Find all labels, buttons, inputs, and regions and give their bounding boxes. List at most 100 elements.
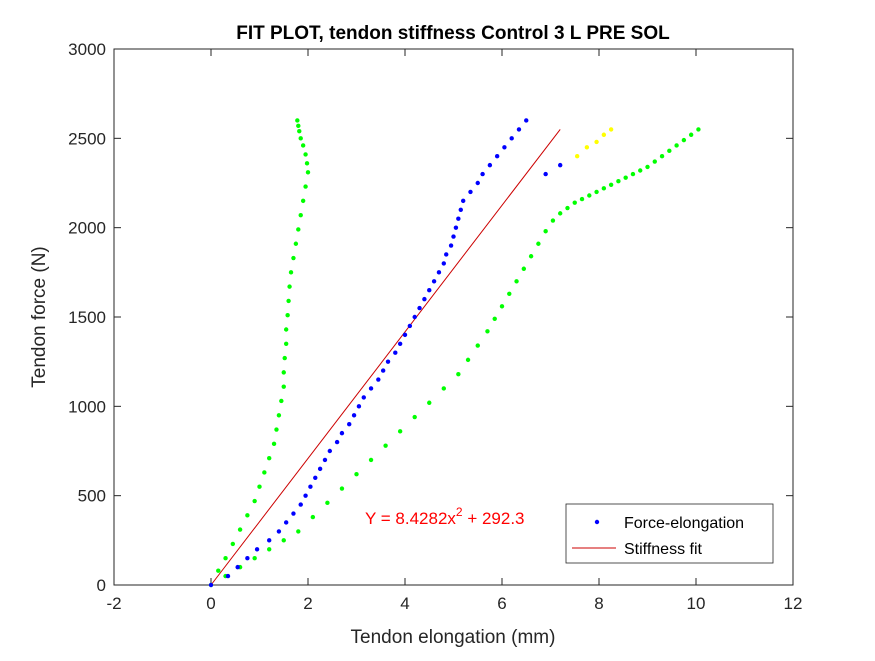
data-point: [422, 296, 427, 302]
data-point: [245, 556, 250, 561]
series-layer: [208, 118, 701, 588]
y-tick-label: 500: [78, 487, 106, 506]
data-point: [235, 564, 240, 570]
data-point: [298, 502, 303, 507]
data-point: [267, 455, 272, 461]
data-point: [681, 137, 687, 143]
data-point: [630, 171, 636, 177]
data-point: [499, 304, 505, 309]
data-point: [397, 429, 403, 434]
data-point: [427, 288, 432, 293]
data-point: [305, 170, 311, 175]
data-point: [558, 211, 563, 216]
data-point: [368, 386, 374, 391]
data-point: [385, 359, 391, 364]
data-point: [383, 443, 388, 448]
data-point: [297, 128, 302, 134]
data-point: [361, 395, 366, 400]
data-point: [295, 118, 300, 123]
data-point: [441, 261, 446, 266]
data-point: [487, 162, 493, 168]
data-point: [448, 243, 454, 248]
data-point: [282, 355, 287, 361]
data-point: [347, 422, 352, 427]
data-point: [507, 291, 512, 296]
data-point: [412, 414, 417, 420]
data-point: [468, 189, 473, 195]
data-point: [543, 171, 548, 177]
data-point: [223, 556, 228, 561]
data-point: [417, 305, 422, 311]
data-point: [254, 547, 260, 552]
data-point: [412, 314, 417, 320]
plot-area: [113, 48, 794, 586]
data-point: [565, 205, 570, 211]
data-point: [283, 341, 289, 346]
x-axis-label: Tendon elongation (mm): [351, 627, 556, 648]
data-point: [208, 582, 214, 588]
fit-equation-exponent: 2: [456, 505, 463, 519]
data-point: [516, 127, 522, 132]
data-point: [623, 175, 628, 180]
data-point: [480, 171, 485, 177]
data-point: [444, 252, 449, 257]
data-point: [601, 132, 607, 137]
x-tick-label: 0: [206, 594, 215, 613]
data-point: [579, 196, 585, 202]
data-point: [276, 529, 282, 534]
y-tick-label: 1500: [68, 308, 106, 327]
x-tick-label: -2: [106, 594, 121, 613]
x-tick-label: 8: [594, 594, 603, 613]
data-point: [461, 198, 466, 204]
data-point: [427, 400, 432, 405]
data-point: [281, 384, 286, 389]
data-point: [303, 152, 308, 157]
stiffness-fit-line: [210, 129, 561, 586]
legend-label-stiffness-fit: Stiffness fit: [624, 541, 703, 558]
data-point: [645, 164, 650, 170]
legend-label-force-elongation: Force-elongation: [624, 515, 744, 532]
x-tick-label: 12: [784, 594, 803, 613]
data-point: [543, 229, 548, 234]
y-tick-label: 3000: [68, 40, 106, 59]
data-point: [380, 368, 386, 373]
data-point: [521, 266, 527, 271]
data-point: [356, 404, 362, 409]
data-point: [465, 357, 471, 363]
data-point: [287, 284, 292, 289]
y-tick-label: 1000: [68, 397, 106, 416]
data-point: [230, 541, 236, 547]
data-point: [475, 343, 480, 348]
data-point: [262, 470, 267, 475]
data-point: [279, 398, 284, 404]
y-tick-label: 2000: [68, 219, 106, 238]
data-point: [368, 457, 374, 463]
data-point: [407, 323, 413, 329]
legend-box: [565, 503, 774, 564]
data-point: [393, 350, 398, 355]
data-point: [453, 225, 459, 230]
data-point: [431, 279, 437, 284]
x-tick-label: 2: [303, 594, 312, 613]
data-point: [638, 168, 643, 173]
x-tick-label: 4: [400, 594, 409, 613]
data-point: [276, 413, 282, 418]
data-point: [291, 255, 296, 261]
data-point: [441, 386, 446, 391]
data-point: [688, 132, 694, 137]
x-tick-label: 6: [497, 594, 506, 613]
data-point: [456, 371, 461, 377]
data-point: [257, 484, 262, 489]
data-point: [288, 270, 294, 275]
data-point: [274, 427, 279, 432]
data-point: [456, 216, 461, 221]
data-point: [616, 179, 621, 184]
data-point: [558, 162, 563, 168]
data-point: [601, 186, 607, 191]
data-point: [587, 193, 592, 198]
data-point: [291, 511, 296, 516]
data-point: [271, 441, 277, 447]
y-tick-label: 0: [97, 576, 106, 595]
